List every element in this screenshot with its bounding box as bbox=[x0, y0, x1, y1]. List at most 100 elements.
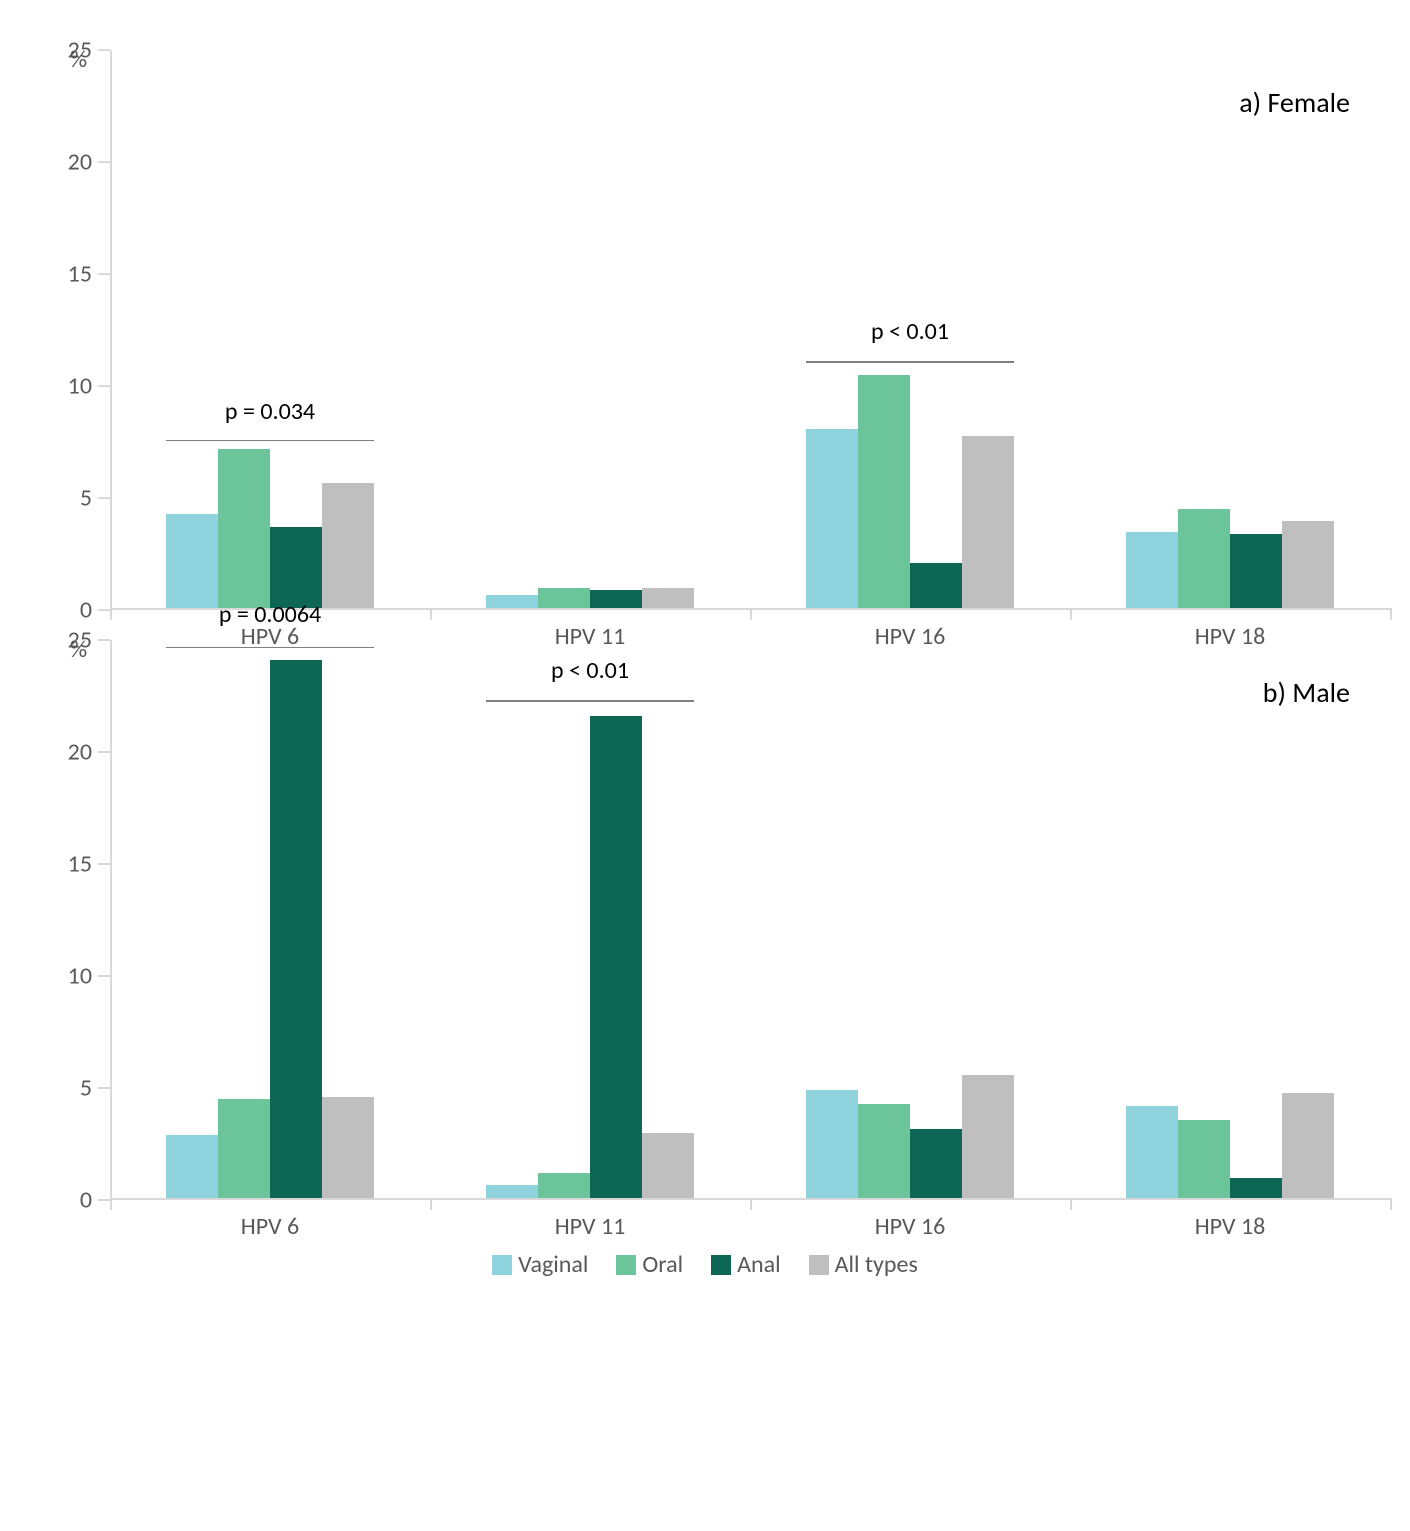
bar bbox=[806, 1090, 858, 1198]
y-tick bbox=[98, 1087, 110, 1089]
bar-group: HPV 6 bbox=[110, 50, 430, 608]
y-tick-label: 5 bbox=[80, 484, 92, 513]
bar bbox=[1282, 1093, 1334, 1198]
y-tick-label: 0 bbox=[80, 596, 92, 625]
x-tick bbox=[110, 608, 112, 620]
annotation-line bbox=[486, 700, 694, 702]
legend-swatch bbox=[616, 1255, 636, 1275]
x-tick bbox=[1390, 1198, 1392, 1210]
bar bbox=[270, 527, 322, 608]
x-tick-label: HPV 11 bbox=[555, 1212, 626, 1241]
y-tick bbox=[98, 639, 110, 641]
legend-swatch bbox=[711, 1255, 731, 1275]
x-tick bbox=[430, 608, 432, 620]
bar bbox=[486, 1185, 538, 1198]
y-tick-label: 15 bbox=[68, 260, 92, 289]
bar bbox=[322, 483, 374, 608]
bar bbox=[1126, 532, 1178, 608]
bar bbox=[642, 1133, 694, 1198]
y-tick-label: 25 bbox=[68, 626, 92, 655]
legend-item-all-types: All types bbox=[809, 1250, 918, 1279]
x-tick bbox=[110, 1198, 112, 1210]
bar bbox=[166, 1135, 218, 1198]
annotation-line bbox=[806, 361, 1014, 363]
y-tick-label: 20 bbox=[68, 738, 92, 767]
annotation-text: p < 0.01 bbox=[551, 656, 629, 685]
y-tick-label: 15 bbox=[68, 850, 92, 879]
x-tick-label: HPV 16 bbox=[875, 1212, 946, 1241]
legend-item-oral: Oral bbox=[616, 1250, 683, 1279]
y-tick bbox=[98, 751, 110, 753]
bar bbox=[590, 590, 642, 608]
legend-label: All types bbox=[835, 1250, 918, 1279]
y-tick-label: 10 bbox=[68, 962, 92, 991]
y-tick bbox=[98, 385, 110, 387]
x-tick-label: HPV 6 bbox=[241, 1212, 299, 1241]
y-tick-label: 10 bbox=[68, 372, 92, 401]
bar bbox=[806, 429, 858, 608]
bar-group: HPV 11 bbox=[430, 50, 750, 608]
panel-male: % b) Male 0510152025HPV 6HPV 11HPV 16HPV… bbox=[20, 640, 1390, 1200]
y-tick bbox=[98, 273, 110, 275]
bar bbox=[1178, 1120, 1230, 1198]
annotation-text: p = 0.0064 bbox=[219, 600, 321, 629]
y-tick bbox=[98, 609, 110, 611]
bar bbox=[910, 1129, 962, 1198]
legend-swatch bbox=[492, 1255, 512, 1275]
bar bbox=[270, 660, 322, 1198]
bar bbox=[962, 1075, 1014, 1198]
x-tick bbox=[1070, 1198, 1072, 1210]
bar bbox=[590, 716, 642, 1198]
annotation-text: p < 0.01 bbox=[871, 317, 949, 346]
x-tick bbox=[1070, 608, 1072, 620]
bar bbox=[910, 563, 962, 608]
x-tick bbox=[1390, 608, 1392, 620]
bars-row: HPV 6HPV 11HPV 16HPV 18 bbox=[110, 640, 1390, 1198]
bar bbox=[858, 375, 910, 608]
legend-label: Oral bbox=[642, 1250, 683, 1279]
annotation-line bbox=[166, 440, 374, 442]
bar bbox=[538, 1173, 590, 1198]
bar bbox=[1126, 1106, 1178, 1198]
y-tick bbox=[98, 975, 110, 977]
y-tick bbox=[98, 497, 110, 499]
legend: Vaginal Oral Anal All types bbox=[20, 1250, 1390, 1279]
bar bbox=[962, 436, 1014, 608]
bar bbox=[486, 595, 538, 608]
x-tick bbox=[750, 608, 752, 620]
x-tick bbox=[750, 1198, 752, 1210]
bar bbox=[322, 1097, 374, 1198]
x-tick bbox=[430, 1198, 432, 1210]
legend-item-vaginal: Vaginal bbox=[492, 1250, 588, 1279]
bar-group: HPV 18 bbox=[1070, 640, 1390, 1198]
bar bbox=[166, 514, 218, 608]
plot-area: 0510152025HPV 6HPV 11HPV 16HPV 18p = 0.0… bbox=[110, 50, 1390, 610]
bar bbox=[1282, 521, 1334, 608]
y-tick bbox=[98, 863, 110, 865]
bar bbox=[1230, 534, 1282, 608]
panel-female: % a) Female 0510152025HPV 6HPV 11HPV 16H… bbox=[20, 50, 1390, 610]
figure: % a) Female 0510152025HPV 6HPV 11HPV 16H… bbox=[20, 50, 1390, 1279]
bar-group: HPV 6 bbox=[110, 640, 430, 1198]
legend-item-anal: Anal bbox=[711, 1250, 781, 1279]
bar-group: HPV 11 bbox=[430, 640, 750, 1198]
bar bbox=[218, 449, 270, 608]
bars-row: HPV 6HPV 11HPV 16HPV 18 bbox=[110, 50, 1390, 608]
y-tick-label: 0 bbox=[80, 1186, 92, 1215]
y-tick bbox=[98, 161, 110, 163]
legend-swatch bbox=[809, 1255, 829, 1275]
x-tick-label: HPV 18 bbox=[1195, 1212, 1266, 1241]
y-tick-label: 5 bbox=[80, 1074, 92, 1103]
legend-label: Vaginal bbox=[518, 1250, 588, 1279]
y-tick bbox=[98, 1199, 110, 1201]
legend-label: Anal bbox=[737, 1250, 781, 1279]
bar bbox=[1178, 509, 1230, 608]
bar bbox=[858, 1104, 910, 1198]
annotation-line bbox=[166, 647, 374, 649]
bar bbox=[1230, 1178, 1282, 1198]
y-tick-label: 25 bbox=[68, 36, 92, 65]
bar bbox=[538, 588, 590, 608]
plot-area: 0510152025HPV 6HPV 11HPV 16HPV 18p = 0.0… bbox=[110, 640, 1390, 1200]
bar-group: HPV 16 bbox=[750, 640, 1070, 1198]
bar bbox=[218, 1099, 270, 1198]
